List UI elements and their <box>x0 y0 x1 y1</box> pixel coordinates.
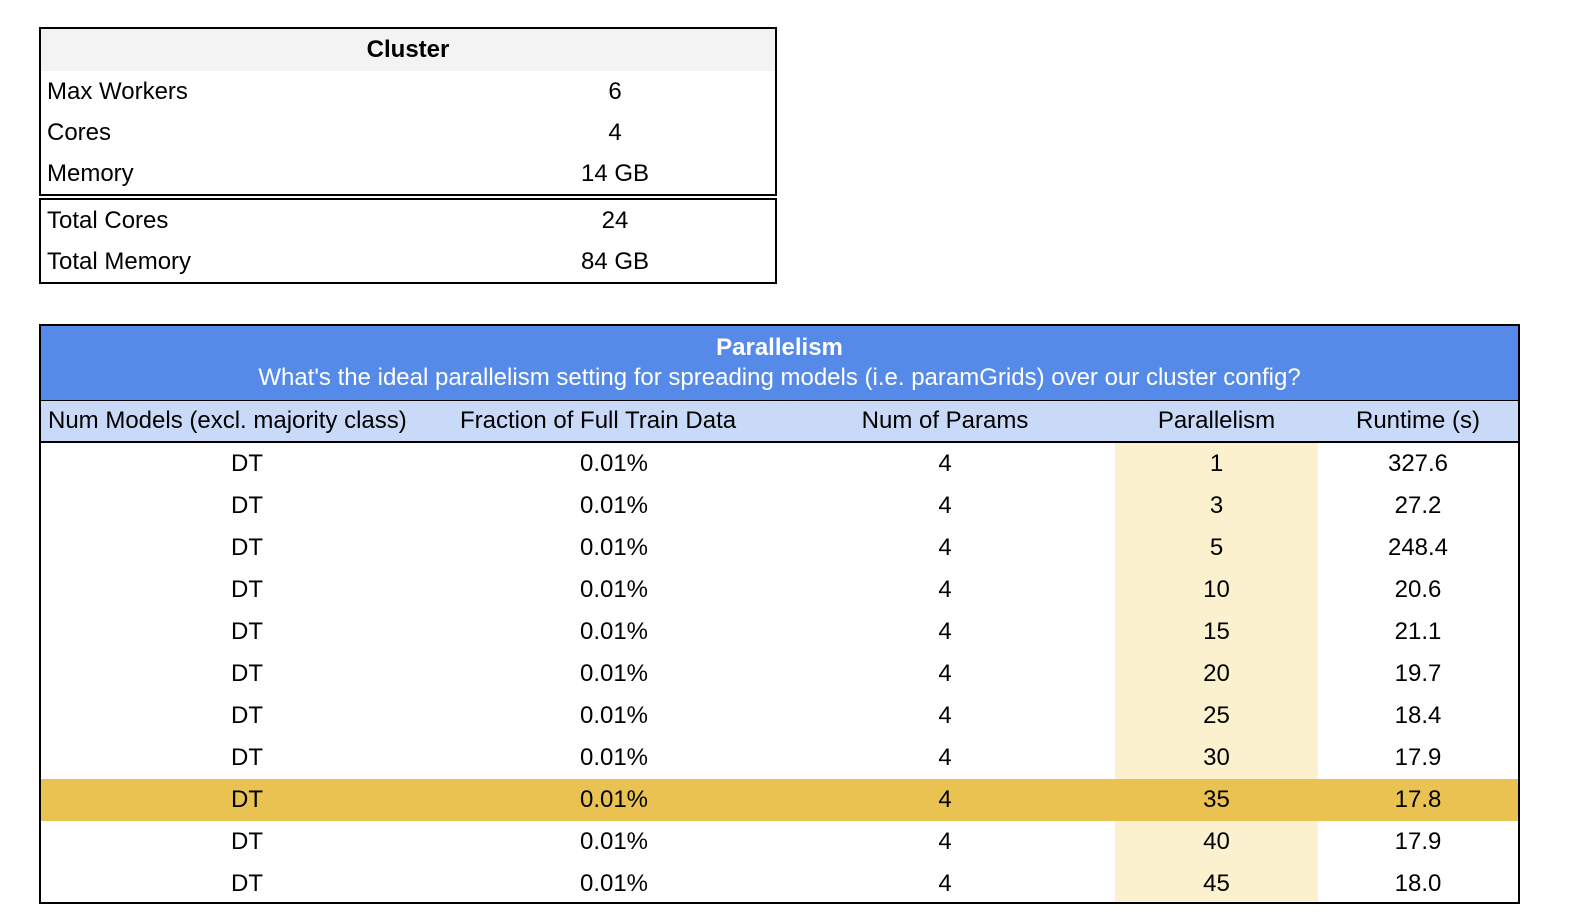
table-row: DT 0.01% 4 45 18.0 <box>41 863 1518 902</box>
column-header-parallelism: Parallelism <box>1157 407 1276 434</box>
cluster-row-cores: Cores 4 <box>41 112 775 153</box>
cell-num-params: 4 <box>938 534 952 561</box>
parallelism-title: Parallelism <box>716 334 843 361</box>
cell-num-params: 4 <box>938 492 952 519</box>
cell-parallelism: 3 <box>1115 485 1318 527</box>
cell-runtime: 17.9 <box>1394 744 1442 771</box>
cluster-row-label: Memory <box>47 160 134 187</box>
totals-row-memory: Total Memory 84 GB <box>41 241 775 282</box>
parallelism-header: Parallelism What's the ideal parallelism… <box>41 326 1518 401</box>
cell-runtime: 17.8 <box>1394 786 1442 813</box>
cluster-table: Cluster Max Workers 6 Cores 4 Memory 14 … <box>39 27 777 196</box>
totals-row-cores: Total Cores 24 <box>41 200 775 241</box>
cell-runtime: 18.0 <box>1394 870 1442 897</box>
cell-fraction: 0.01% <box>579 702 649 729</box>
cell-parallelism: 25 <box>1115 695 1318 737</box>
cell-num-models: DT <box>231 618 263 645</box>
cluster-totals-table: Total Cores 24 Total Memory 84 GB <box>39 198 777 284</box>
parallelism-table: Parallelism What's the ideal parallelism… <box>39 324 1520 904</box>
table-row: DT 0.01% 4 40 17.9 <box>41 821 1518 863</box>
totals-row-label: Total Memory <box>47 248 192 275</box>
cell-fraction: 0.01% <box>579 744 649 771</box>
cluster-row-value: 14 GB <box>580 160 650 187</box>
table-row: DT 0.01% 4 10 20.6 <box>41 569 1518 611</box>
cell-runtime: 18.4 <box>1394 702 1442 729</box>
cell-runtime: 19.7 <box>1394 660 1442 687</box>
table-row: DT 0.01% 4 20 19.7 <box>41 653 1518 695</box>
cell-num-models: DT <box>231 534 263 561</box>
column-header-num-models: Num Models (excl. majority class) <box>48 407 407 434</box>
cell-fraction: 0.01% <box>579 618 649 645</box>
cell-runtime: 17.9 <box>1394 828 1442 855</box>
totals-row-value: 24 <box>601 207 629 234</box>
parallelism-rows: DT 0.01% 4 1 327.6 DT 0.01% 4 3 27.2 DT 0.01% 4 5 248.… <box>41 443 1518 902</box>
cell-num-params: 4 <box>938 786 952 813</box>
table-row: DT 0.01% 4 3 27.2 <box>41 485 1518 527</box>
cell-parallelism: 20 <box>1115 653 1318 695</box>
table-row: DT 0.01% 4 35 17.8 <box>41 779 1518 821</box>
parallelism-subtitle: What's the ideal parallelism setting for… <box>258 364 1301 391</box>
cell-num-models: DT <box>231 660 263 687</box>
cell-parallelism: 5 <box>1115 527 1318 569</box>
cell-parallelism: 40 <box>1115 821 1318 863</box>
cell-parallelism: 45 <box>1115 863 1318 902</box>
cell-num-params: 4 <box>938 450 952 477</box>
cluster-title: Cluster <box>41 29 775 71</box>
cell-num-models: DT <box>231 450 263 477</box>
cluster-row-max-workers: Max Workers 6 <box>41 71 775 112</box>
column-header-row: Num Models (excl. majority class) Fracti… <box>41 401 1518 443</box>
cell-fraction: 0.01% <box>579 492 649 519</box>
table-row: DT 0.01% 4 30 17.9 <box>41 737 1518 779</box>
cell-num-models: DT <box>231 702 263 729</box>
cell-runtime: 20.6 <box>1394 576 1442 603</box>
cluster-row-label: Cores <box>47 119 112 146</box>
cell-fraction: 0.01% <box>579 450 649 477</box>
totals-row-label: Total Cores <box>47 207 169 234</box>
cell-fraction: 0.01% <box>579 786 649 813</box>
cell-num-models: DT <box>231 870 263 897</box>
cell-num-models: DT <box>231 576 263 603</box>
cell-num-params: 4 <box>938 702 952 729</box>
cell-num-models: DT <box>231 744 263 771</box>
cell-num-models: DT <box>231 786 263 813</box>
cell-num-models: DT <box>231 828 263 855</box>
table-row: DT 0.01% 4 1 327.6 <box>41 443 1518 485</box>
cell-fraction: 0.01% <box>579 660 649 687</box>
cluster-row-label: Max Workers <box>47 78 188 105</box>
cell-fraction: 0.01% <box>579 828 649 855</box>
cell-fraction: 0.01% <box>579 870 649 897</box>
cell-fraction: 0.01% <box>579 576 649 603</box>
cell-runtime: 27.2 <box>1394 492 1442 519</box>
cell-runtime: 327.6 <box>1387 450 1449 477</box>
cell-parallelism: 15 <box>1115 611 1318 653</box>
cell-num-params: 4 <box>938 660 952 687</box>
cell-num-params: 4 <box>938 576 952 603</box>
column-header-fraction: Fraction of Full Train Data <box>460 407 737 434</box>
cell-runtime: 248.4 <box>1387 534 1449 561</box>
table-row: DT 0.01% 4 5 248.4 <box>41 527 1518 569</box>
cell-parallelism: 10 <box>1115 569 1318 611</box>
cluster-row-memory: Memory 14 GB <box>41 153 775 194</box>
table-row: DT 0.01% 4 15 21.1 <box>41 611 1518 653</box>
cell-runtime: 21.1 <box>1394 618 1442 645</box>
cell-fraction: 0.01% <box>579 534 649 561</box>
cell-parallelism: 35 <box>1115 779 1318 821</box>
cell-num-params: 4 <box>938 618 952 645</box>
cell-num-params: 4 <box>938 828 952 855</box>
cell-num-params: 4 <box>938 744 952 771</box>
cell-parallelism: 1 <box>1115 443 1318 485</box>
cell-num-params: 4 <box>938 870 952 897</box>
totals-row-value: 84 GB <box>580 248 650 275</box>
column-header-num-params: Num of Params <box>861 407 1029 434</box>
cluster-row-value: 4 <box>608 119 622 146</box>
column-header-runtime: Runtime (s) <box>1355 407 1481 434</box>
cell-num-models: DT <box>231 492 263 519</box>
table-row: DT 0.01% 4 25 18.4 <box>41 695 1518 737</box>
cluster-row-value: 6 <box>608 78 622 105</box>
cell-parallelism: 30 <box>1115 737 1318 779</box>
